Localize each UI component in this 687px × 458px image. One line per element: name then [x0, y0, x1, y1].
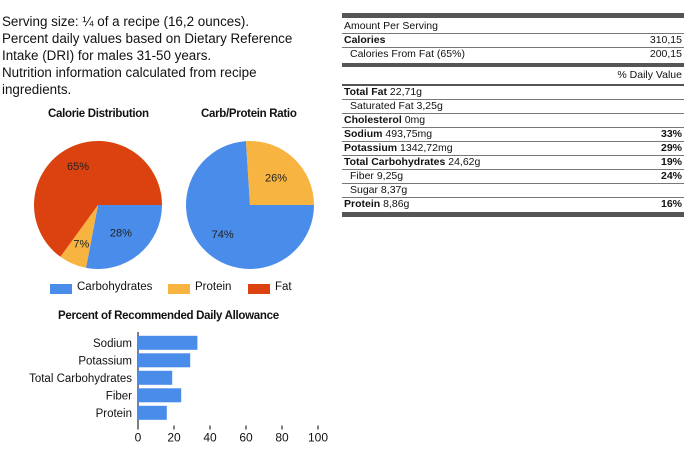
pie-slice-label: 28%	[110, 228, 132, 240]
divider	[342, 197, 684, 198]
divider	[342, 84, 684, 86]
calories-fat-label: Calories From Fat (65%)	[350, 48, 465, 60]
legend-label: Fat	[275, 281, 292, 293]
potassium-amount: 1342,72mg	[400, 142, 453, 154]
panel-bottom-bar	[342, 212, 684, 217]
total-fat-label: Total Fat	[344, 86, 387, 98]
fiber-dv: 24%	[660, 170, 682, 182]
serving-info-line: Nutrition information calculated from re…	[2, 65, 257, 80]
calories-fat-row: Calories From Fat (65%) 200,15	[342, 48, 684, 61]
carb-protein-ratio-title: Carb/Protein Ratio	[201, 108, 297, 120]
protein-row: Protein 8,86g 16%	[342, 198, 684, 211]
total-carbs-amount: 24,62g	[448, 156, 481, 168]
daily-value-header-row: % Daily Value	[342, 69, 684, 82]
sugar-row: Sugar 8,37g	[342, 184, 684, 197]
calories-fat-value: 200,15	[649, 48, 682, 60]
total-carbs-row: Total Carbohydrates 24,62g 19%	[342, 156, 684, 169]
serving-info: Serving size: ¼ of a recipe (16,2 ounces…	[2, 13, 332, 98]
serving-info-line: Serving size: ¼ of a recipe (16,2 ounces…	[2, 14, 250, 29]
bar-fiber	[138, 388, 182, 403]
sodium-label: Sodium	[344, 128, 383, 140]
protein-dv: 16%	[660, 198, 682, 210]
pie-slice-label: 65%	[67, 161, 89, 173]
y-tick-label: Sodium	[93, 338, 132, 350]
divider	[342, 183, 684, 184]
sodium-row: Sodium 493,75mg 33%	[342, 128, 684, 141]
sodium-dv: 33%	[660, 128, 682, 140]
cholesterol-row: Cholesterol 0mg	[342, 114, 684, 127]
pie-slice-protein	[60, 205, 98, 268]
legend-label: Carbohydrates	[77, 281, 153, 293]
pie-slice-label: 26%	[265, 172, 287, 184]
rda-bar-chart: Sodium Potassium Total Carbohydrates Fiber P…	[29, 332, 328, 445]
legend-swatch-protein	[168, 284, 190, 294]
x-tick-label: 100	[308, 431, 328, 445]
x-tick-label: 40	[203, 431, 217, 445]
sugar-label: Sugar 8,37g	[350, 184, 408, 196]
y-tick-label: Total Carbohydrates	[29, 373, 132, 385]
divider	[342, 141, 684, 142]
fiber-row: Fiber 9,25g 24%	[342, 170, 684, 183]
legend-swatch-carbohydrates	[50, 284, 72, 294]
panel-top-bar	[342, 13, 684, 18]
cholesterol-label: Cholesterol	[344, 114, 402, 126]
cholesterol-amount: 0mg	[404, 114, 426, 126]
bar-sodium	[138, 335, 198, 350]
serving-info-line: Intake (DRI) for males 31-50 years.	[2, 48, 212, 63]
serving-info-line: Percent daily values based on Dietary Re…	[2, 31, 293, 46]
y-tick-label: Fiber	[106, 390, 132, 402]
divider	[342, 99, 684, 100]
saturated-fat-row: Saturated Fat 3,25g	[342, 100, 684, 113]
pie-slice-carbohydrates	[186, 141, 314, 270]
pie-slice-carbohydrates	[86, 205, 162, 270]
divider	[342, 47, 684, 48]
protein-label: Protein	[344, 198, 381, 210]
bar-protein	[138, 405, 167, 420]
x-tick-label: 60	[239, 431, 253, 445]
total-carbs-dv: 19%	[660, 156, 682, 168]
calorie-distribution-pie: 28% 7% 65%	[34, 141, 163, 270]
fiber-label: Fiber 9,25g	[350, 170, 404, 182]
total-fat-amount: 22,71g	[389, 86, 423, 98]
divider	[342, 127, 684, 128]
rda-chart-title: Percent of Recommended Daily Allowance	[58, 310, 279, 322]
legend-label: Protein	[195, 281, 232, 293]
divider	[342, 33, 684, 34]
pie-slice-label: 74%	[212, 229, 234, 241]
calories-row: Calories 310,15	[342, 34, 684, 47]
y-tick-label: Protein	[96, 408, 132, 420]
potassium-label: Potassium	[344, 142, 398, 154]
calories-label: Calories	[344, 34, 386, 46]
divider	[342, 113, 684, 114]
nutrition-facts-panel: Amount Per Serving Calories 310,15 Calor…	[342, 13, 684, 217]
x-tick-label: 0	[135, 431, 142, 445]
bar-potassium	[138, 353, 191, 368]
carb-protein-ratio-pie: 74% 26%	[186, 141, 314, 270]
amount-per-serving-row: Amount Per Serving	[342, 20, 684, 33]
x-tick-label: 80	[275, 431, 289, 445]
sodium-amount: 493,75mg	[385, 128, 433, 140]
calorie-distribution-title: Calorie Distribution	[48, 108, 149, 120]
legend-swatch-fat	[248, 284, 270, 294]
potassium-dv: 29%	[660, 142, 682, 154]
serving-info-line: ingredients.	[2, 82, 72, 97]
bar-total-carbohydrates	[138, 370, 173, 385]
pie-slice-protein	[245, 141, 314, 205]
amount-per-serving-label: Amount Per Serving	[344, 20, 438, 32]
x-tick-label: 20	[167, 431, 181, 445]
pie-slice-fat	[34, 141, 163, 257]
saturated-fat-label: Saturated Fat 3,25g	[350, 100, 443, 112]
divider-thick	[342, 63, 684, 67]
total-fat-row: Total Fat 22,71g	[342, 86, 684, 99]
y-tick-label: Potassium	[78, 355, 132, 367]
potassium-row: Potassium 1342,72mg 29%	[342, 142, 684, 155]
pie-slice-label: 7%	[73, 239, 89, 251]
protein-amount: 8,86g	[383, 198, 410, 210]
calories-value: 310,15	[649, 34, 682, 46]
divider	[342, 155, 684, 156]
total-carbs-label: Total Carbohydrates	[344, 156, 446, 168]
divider	[342, 169, 684, 170]
daily-value-header: % Daily Value	[617, 69, 682, 81]
